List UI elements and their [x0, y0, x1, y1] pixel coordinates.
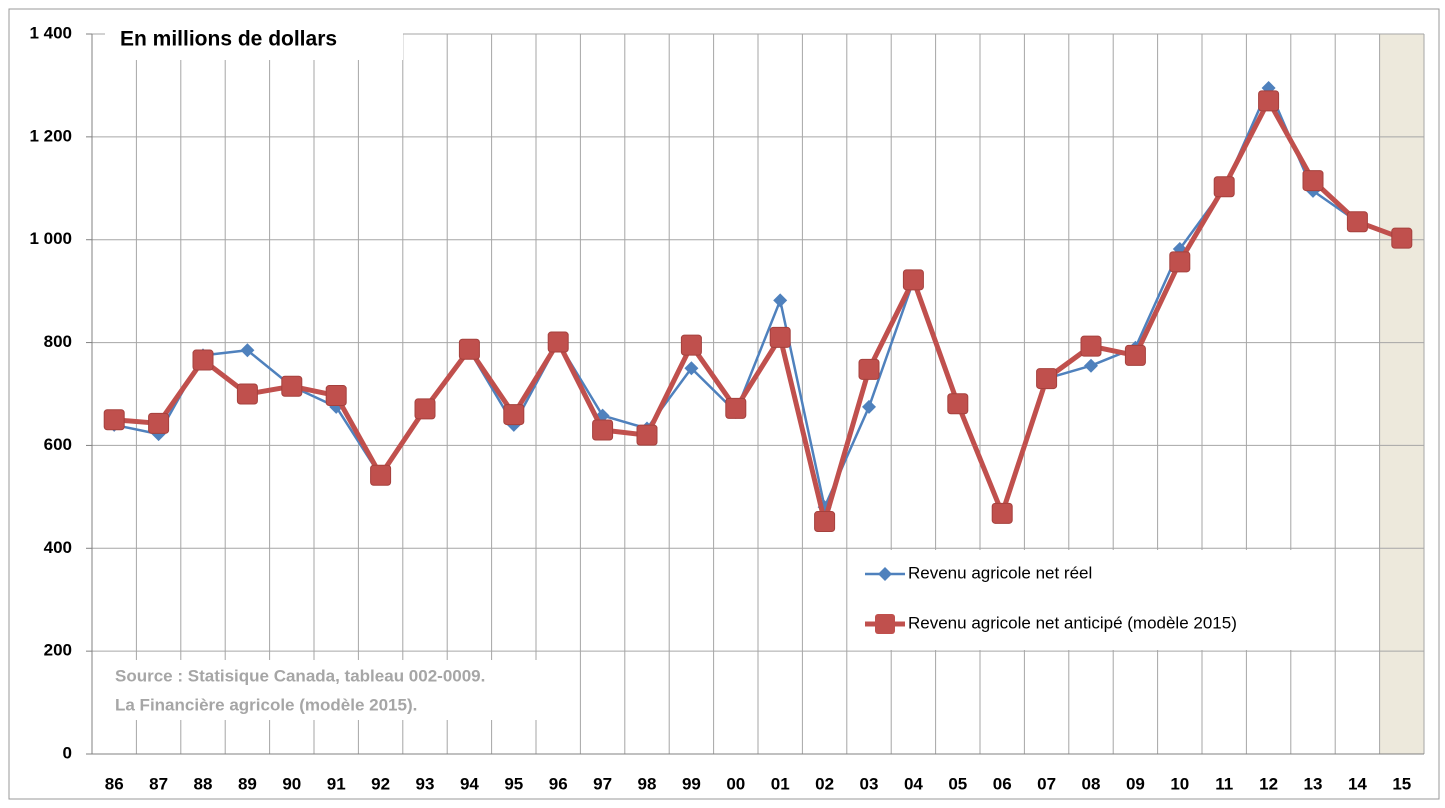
highlight-band — [1379, 34, 1424, 754]
marker-square — [370, 464, 392, 486]
source-note: Source : Statisique Canada, tableau 002-… — [115, 666, 485, 685]
x-tick-label: 86 — [105, 774, 124, 793]
marker-square — [902, 269, 924, 291]
marker-square — [947, 393, 969, 415]
y-tick-label: 0 — [63, 743, 72, 762]
y-tick-label: 400 — [44, 538, 72, 557]
x-tick-label: 07 — [1037, 774, 1056, 793]
marker-square — [1346, 211, 1368, 233]
x-tick-label: 88 — [194, 774, 213, 793]
marker-square — [325, 385, 347, 407]
marker-square — [192, 349, 214, 371]
source-note: La Financière agricole (modèle 2015). — [115, 695, 417, 714]
x-tick-label: 11 — [1215, 774, 1233, 793]
x-tick-label: 89 — [238, 774, 257, 793]
marker-square — [503, 404, 525, 426]
x-tick-label: 93 — [416, 774, 435, 793]
marker-square — [680, 334, 702, 356]
x-tick-label: 98 — [638, 774, 657, 793]
marker-square — [1169, 251, 1191, 273]
x-tick-label: 00 — [726, 774, 745, 793]
x-tick-label: 02 — [815, 774, 834, 793]
marker-square — [858, 358, 880, 380]
marker-square — [1213, 176, 1235, 198]
x-tick-label: 08 — [1082, 774, 1101, 793]
legend-marker — [878, 567, 892, 581]
x-tick-label: 94 — [460, 774, 479, 793]
marker-square — [547, 331, 569, 353]
y-tick-label: 200 — [44, 641, 72, 660]
x-tick-label: 01 — [771, 774, 790, 793]
marker-square — [1124, 344, 1146, 366]
marker-square — [458, 338, 480, 360]
legend-label: Revenu agricole net réel — [908, 563, 1092, 582]
marker-square — [636, 424, 658, 446]
marker-square — [281, 375, 303, 397]
legend-marker — [875, 614, 895, 634]
y-tick-label: 1 200 — [29, 126, 72, 145]
marker-diamond — [1084, 358, 1098, 373]
legend-background — [855, 550, 1315, 650]
x-tick-label: 92 — [371, 774, 390, 793]
marker-square — [1036, 368, 1058, 390]
y-tick-label: 800 — [44, 332, 72, 351]
y-tick-label: 600 — [44, 435, 72, 454]
x-tick-label: 03 — [860, 774, 879, 793]
x-tick-label: 99 — [682, 774, 701, 793]
x-tick-label: 14 — [1348, 774, 1367, 793]
x-tick-label: 12 — [1259, 774, 1278, 793]
chart-title: En millions de dollars — [120, 28, 337, 51]
marker-square — [814, 511, 836, 533]
x-tick-label: 06 — [993, 774, 1012, 793]
marker-square — [769, 326, 791, 348]
marker-square — [414, 398, 436, 420]
marker-diamond — [684, 361, 699, 376]
x-tick-label: 91 — [327, 774, 346, 793]
x-tick-label: 15 — [1392, 774, 1411, 793]
marker-square — [1080, 335, 1102, 357]
marker-square — [991, 502, 1013, 524]
x-tick-label: 95 — [504, 774, 523, 793]
x-tick-label: 05 — [948, 774, 967, 793]
marker-square — [1391, 227, 1413, 249]
marker-square — [592, 419, 614, 441]
x-tick-label: 10 — [1170, 774, 1189, 793]
y-tick-label: 1 400 — [29, 23, 72, 42]
marker-square — [103, 409, 125, 431]
x-tick-label: 96 — [549, 774, 568, 793]
legend-label: Revenu agricole net anticipé (modèle 201… — [908, 613, 1237, 632]
annotation-background — [105, 660, 565, 720]
marker-square — [148, 412, 170, 434]
x-tick-label: 90 — [282, 774, 301, 793]
x-tick-label: 04 — [904, 774, 923, 793]
marker-diamond — [773, 293, 788, 308]
marker-square — [1302, 170, 1324, 192]
marker-diamond — [240, 343, 255, 358]
marker-square — [725, 397, 747, 419]
title-background — [105, 16, 403, 60]
x-tick-label: 13 — [1304, 774, 1323, 793]
marker-square — [236, 383, 258, 405]
marker-square — [1258, 90, 1280, 112]
x-tick-label: 97 — [593, 774, 612, 793]
x-tick-label: 09 — [1126, 774, 1145, 793]
marker-diamond — [862, 399, 876, 414]
x-tick-label: 87 — [149, 774, 168, 793]
y-tick-label: 1 000 — [29, 229, 72, 248]
